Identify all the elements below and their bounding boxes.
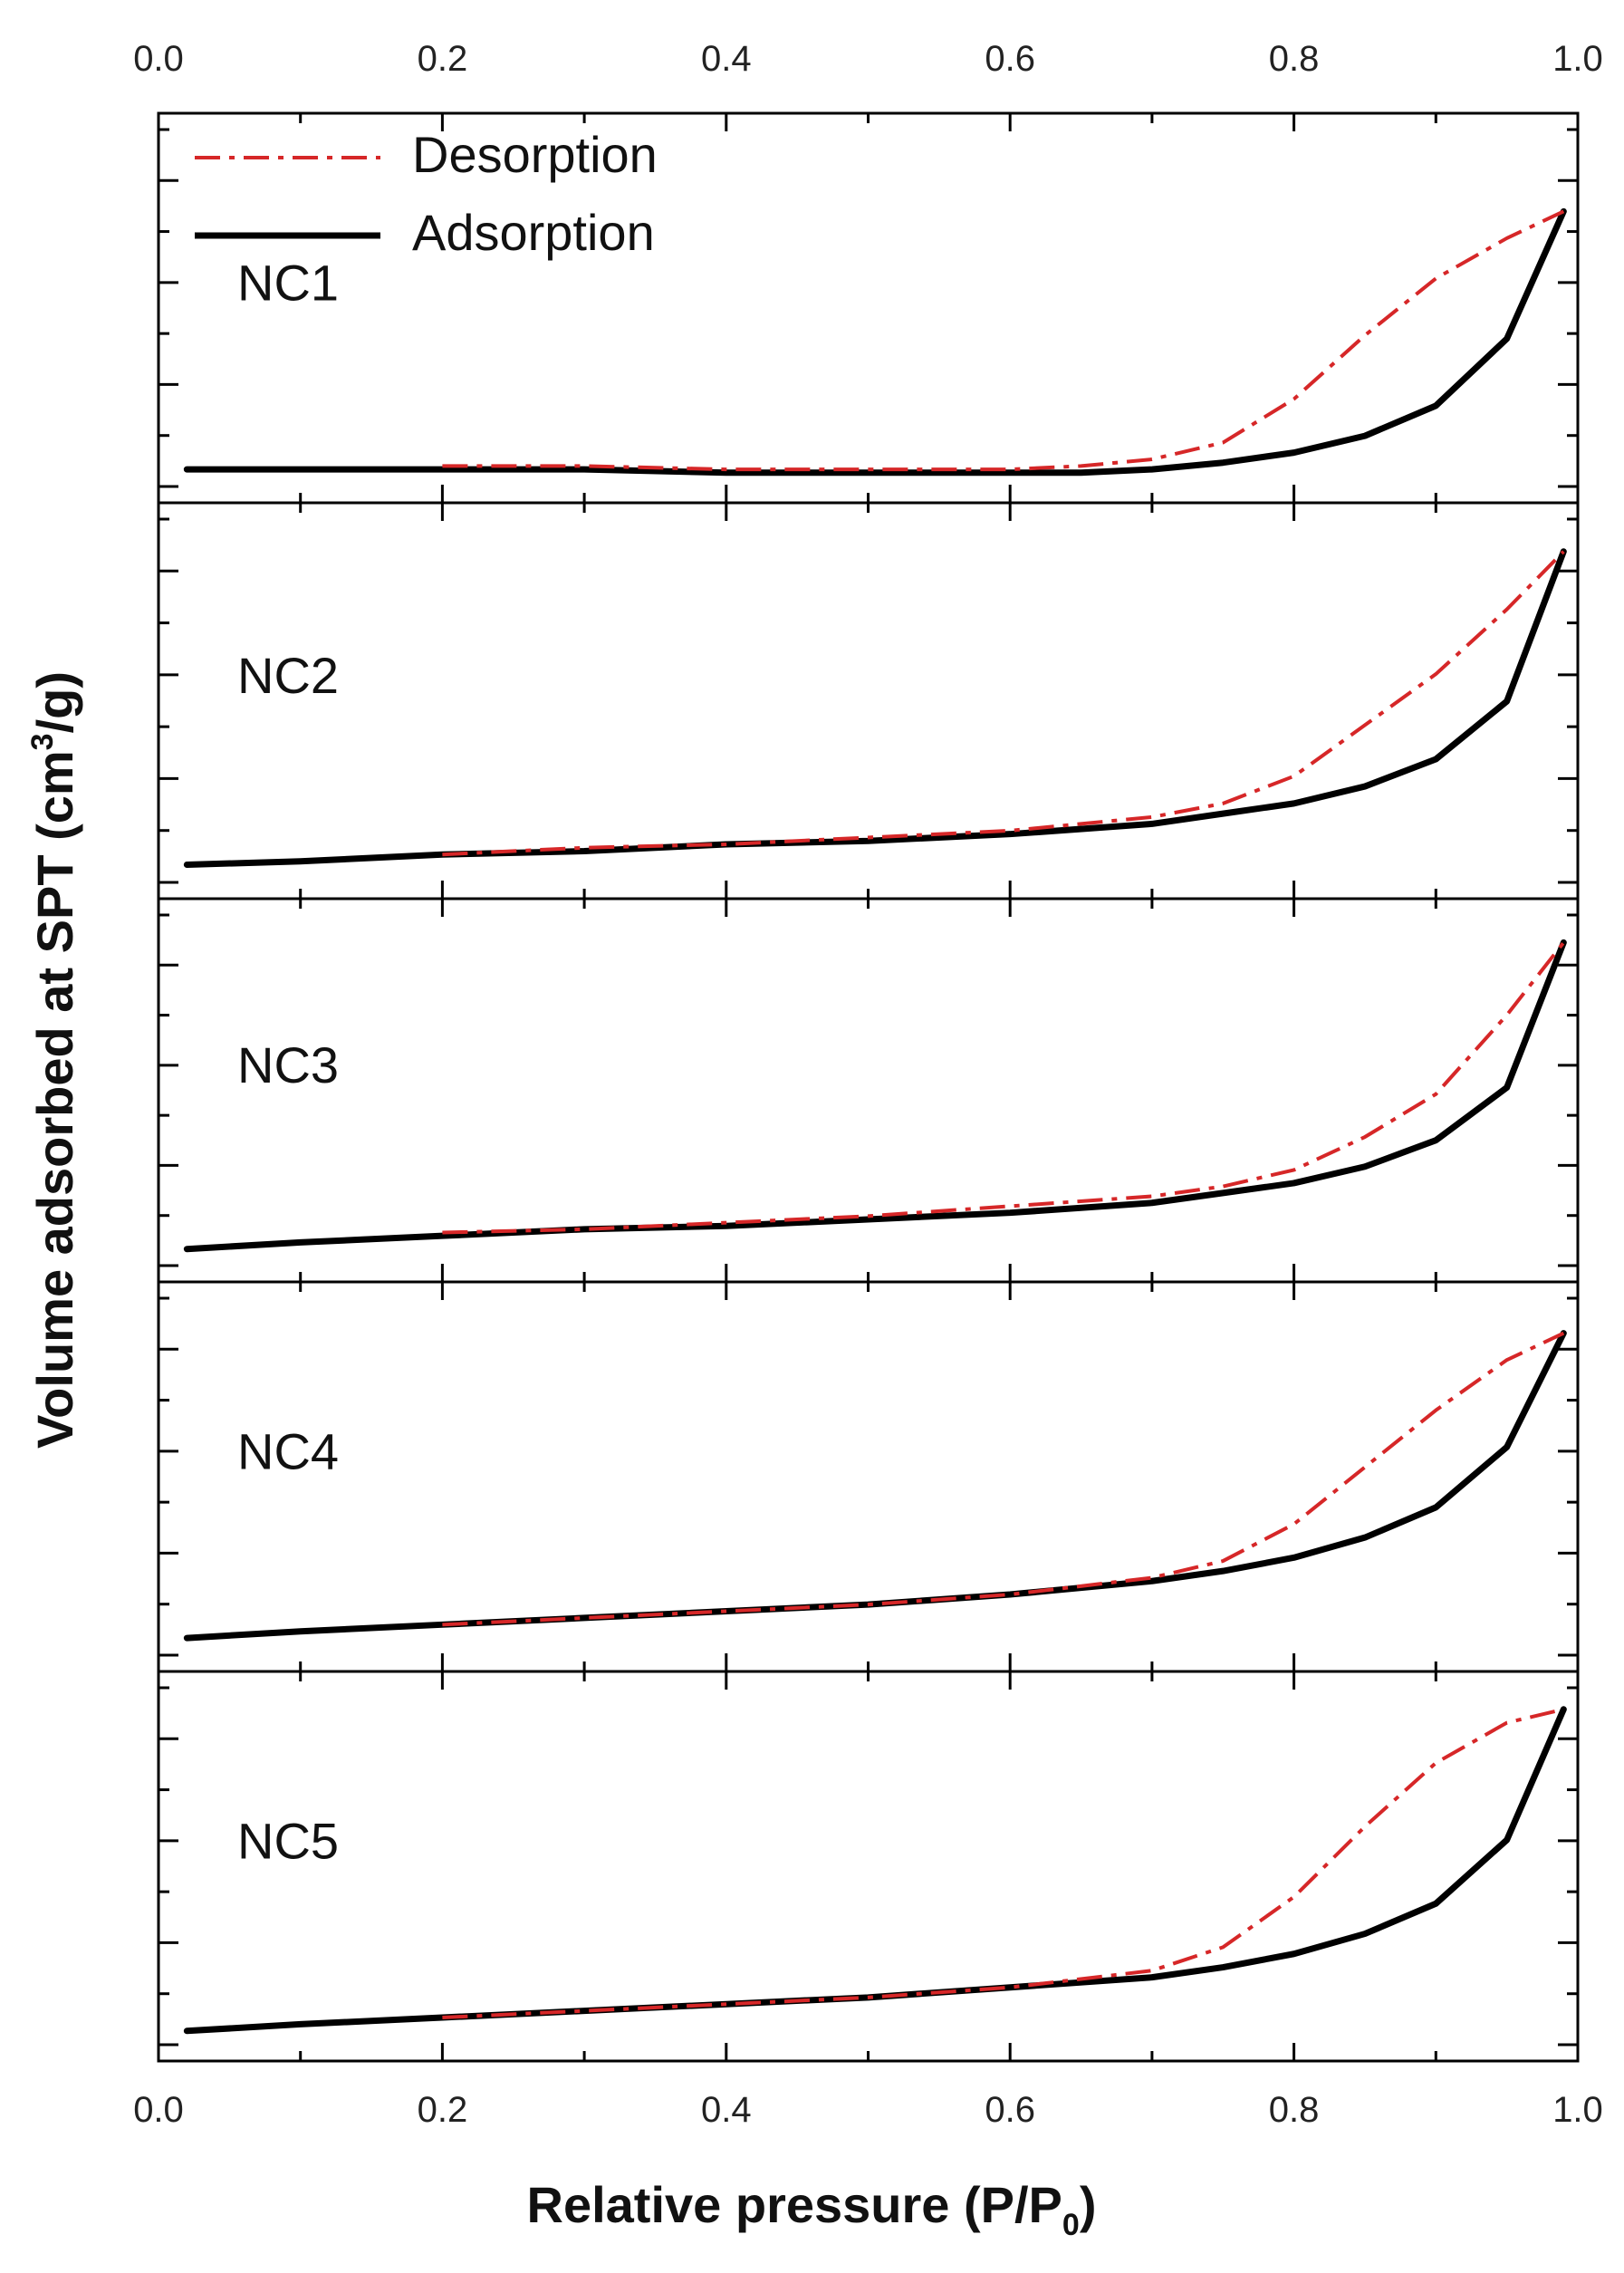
x-tick-label-bottom: 1.0 xyxy=(1552,2090,1603,2130)
x-axis-title: Relative pressure (P/P0) xyxy=(527,2176,1097,2242)
desorption-line-nc4 xyxy=(442,1331,1565,1627)
desorption-line-nc2 xyxy=(442,550,1565,857)
panel-nc4: NC4 xyxy=(157,1280,1580,1673)
panel-label-nc5: NC5 xyxy=(237,1812,339,1869)
panel-label-nc1: NC1 xyxy=(237,254,339,311)
panels-layer: NC1 NC2 NC3 NC4 NC5 xyxy=(157,111,1580,2063)
adsorption-line-nc5 xyxy=(183,1706,1567,2035)
panel-nc3: NC3 xyxy=(157,897,1580,1284)
x-tick-label-top: 0.8 xyxy=(1269,39,1320,79)
x-tick-label-bottom: 0.2 xyxy=(418,2090,468,2130)
desorption-line-nc1 xyxy=(442,209,1565,472)
x-axis-layer: 0.0 0.0 0.2 0.2 0.4 0.4 0.6 0.6 0.8 0.8 1.0 1.0 xyxy=(133,39,1603,2130)
panel-frame xyxy=(157,897,1580,1284)
x-tick-label-top: 0.2 xyxy=(418,39,468,79)
x-tick-label-bottom: 0.6 xyxy=(985,2090,1035,2130)
desorption-line-nc5 xyxy=(442,1707,1564,2020)
x-tick-label-top: 0.4 xyxy=(701,39,752,79)
panel-frame xyxy=(157,111,1580,505)
x-tick-label-bottom: 0.8 xyxy=(1269,2090,1320,2130)
x-tick-label-top: 0.0 xyxy=(133,39,184,79)
panel-label-nc4: NC4 xyxy=(237,1422,339,1479)
panel-nc5: NC5 xyxy=(157,1670,1580,2063)
x-tick-label-bottom: 0.0 xyxy=(133,2090,184,2130)
y-axis-title: Volume adsorbed at SPT (cm3/g) xyxy=(25,671,83,1449)
legend: Desorption Adsorption xyxy=(195,126,658,261)
panel-frame xyxy=(157,1670,1580,2063)
adsorption-line-nc3 xyxy=(183,939,1567,1253)
x-tick-label-top: 0.6 xyxy=(985,39,1035,79)
desorption-line-nc3 xyxy=(442,941,1565,1235)
x-tick-label-top: 1.0 xyxy=(1552,39,1603,79)
panel-frame xyxy=(157,1280,1580,1673)
panel-nc1: NC1 xyxy=(157,111,1580,505)
legend-label-adsorption: Adsorption xyxy=(412,204,655,261)
adsorption-line-nc2 xyxy=(183,548,1567,869)
x-tick-label-bottom: 0.4 xyxy=(701,2090,752,2130)
panel-label-nc3: NC3 xyxy=(237,1036,339,1093)
adsorption-line-nc1 xyxy=(183,207,1567,477)
legend-label-desorption: Desorption xyxy=(412,126,658,183)
panel-label-nc2: NC2 xyxy=(237,647,339,704)
adsorption-line-nc4 xyxy=(183,1330,1567,1642)
panel-nc2: NC2 xyxy=(157,501,1580,901)
